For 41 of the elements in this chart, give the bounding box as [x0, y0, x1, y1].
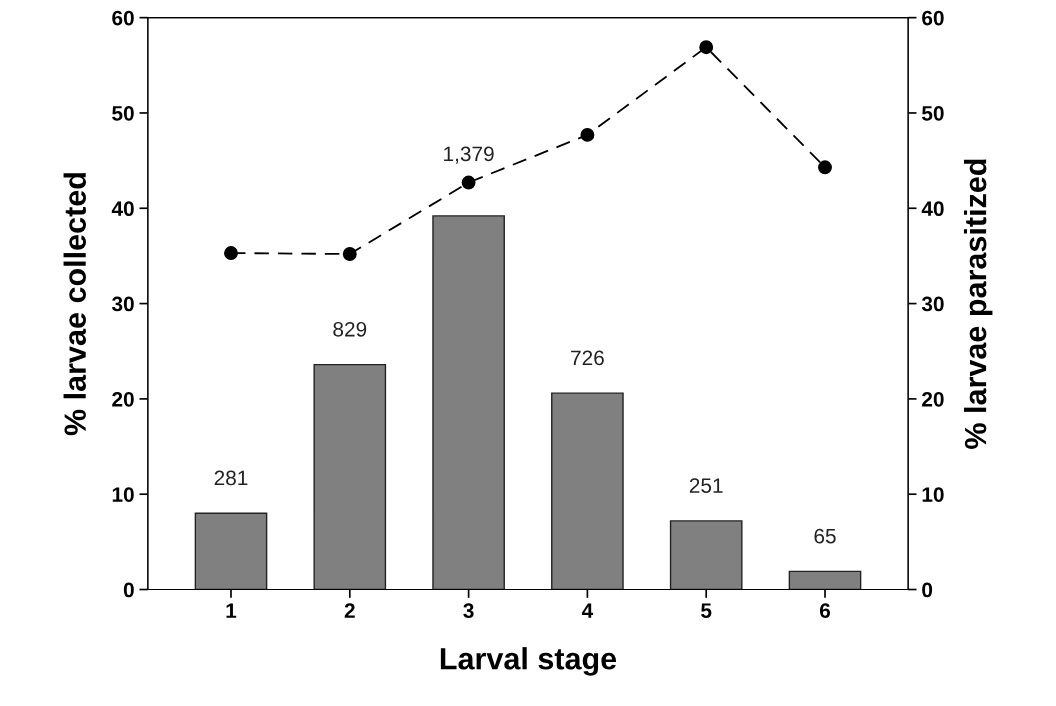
x-tick-label: 6 [819, 603, 831, 619]
point [342, 247, 357, 261]
x-tick-label: 4 [581, 603, 594, 618]
bar [669, 520, 743, 590]
y2-axis-title: % larvae parasitized [963, 159, 993, 449]
bar [551, 392, 624, 590]
bar [788, 570, 862, 590]
annotation: 829 [333, 321, 367, 337]
annotation: 281 [214, 470, 248, 486]
x-tick-label: 3 [463, 603, 474, 619]
point [580, 127, 595, 142]
annotation: 65 [814, 528, 836, 544]
y2-tick-label: 60 [922, 10, 944, 26]
y-axis-title: % larvae collected [63, 173, 86, 436]
y2-tick-label: 30 [921, 296, 944, 312]
y-tick-label: 0 [123, 582, 134, 598]
y2-tick-label: 0 [922, 582, 933, 598]
x-axis-title: Larval stage [440, 647, 617, 676]
y2-tick-label: 20 [922, 391, 944, 407]
y2-tick-label: 50 [922, 105, 944, 121]
y-tick-label: 20 [112, 391, 134, 407]
annotation: 251 [689, 478, 723, 493]
y-tick-label: 50 [112, 105, 134, 121]
bar [313, 363, 387, 590]
point [224, 246, 238, 261]
bar [432, 215, 505, 590]
y-tick-label: 40 [111, 201, 134, 217]
point [818, 160, 832, 175]
point [699, 40, 714, 55]
x-tick-label: 5 [701, 603, 712, 619]
y-tick-label: 60 [112, 10, 134, 26]
point [461, 175, 476, 190]
x-tick-label: 2 [344, 603, 355, 618]
annotation: 1,379 [444, 146, 494, 164]
y-tick-label: 10 [112, 487, 134, 502]
y2-tick-label: 10 [922, 487, 944, 502]
x-tick-label: 1 [226, 603, 237, 618]
bar [194, 512, 268, 590]
y2-tick-label: 40 [921, 201, 944, 217]
y-tick-label: 30 [111, 296, 134, 312]
annotation: 726 [571, 350, 604, 366]
